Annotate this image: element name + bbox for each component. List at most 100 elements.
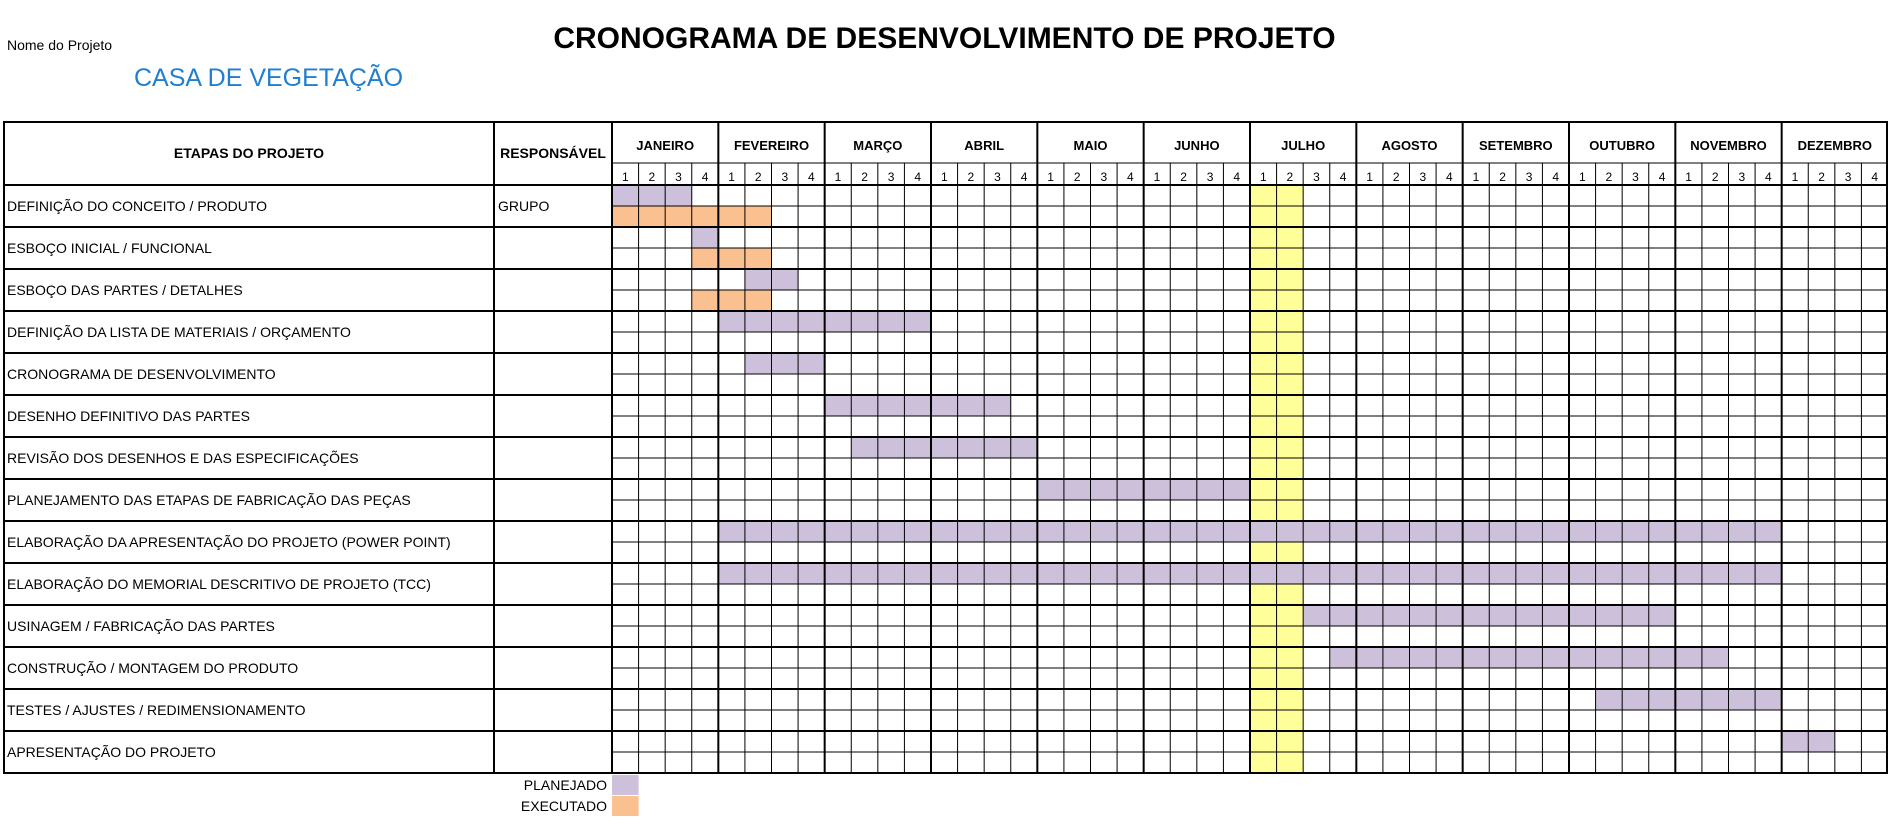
planned-cell [851,521,878,542]
task-name: REVISÃO DOS DESENHOS E DAS ESPECIFICAÇÕE… [7,450,359,466]
planned-cell [904,437,931,458]
week-label: 1 [622,170,629,184]
planned-cell [1648,563,1676,584]
planned-cell [1542,647,1569,668]
week-label: 2 [1499,170,1506,184]
month-label: AGOSTO [1381,138,1437,153]
planned-cell [1382,563,1410,584]
week-label: 1 [941,170,948,184]
month-label: ABRIL [964,138,1004,153]
executed-cell [691,248,719,269]
planned-cell [824,563,852,584]
week-label: 3 [1845,170,1852,184]
planned-cell [877,563,905,584]
planned-cell [1436,605,1463,626]
executed-cell [744,248,772,269]
planned-cell [1648,521,1676,542]
planned-cell [771,521,799,542]
planned-cell [638,185,666,206]
planned-cell [1090,521,1118,542]
legend-executed-label: EXECUTADO [521,798,607,814]
planned-cell [1010,563,1038,584]
planned-cell [1462,605,1490,626]
planned-cell [1223,479,1250,500]
planned-cell [1170,563,1197,584]
planned-cell [877,395,905,416]
etapas-header: ETAPAS DO PROJETO [174,145,324,161]
task-name: PLANEJAMENTO DAS ETAPAS DE FABRICAÇÃO DA… [7,492,411,508]
planned-cell [1489,647,1516,668]
month-label: SETEMBRO [1479,138,1553,153]
planned-cell [1143,479,1171,500]
week-label: 4 [702,170,709,184]
planned-cell [1462,521,1490,542]
planned-cell [1303,605,1330,626]
week-label: 4 [1340,170,1347,184]
planned-cell [744,563,772,584]
planned-cell [1648,605,1676,626]
planned-cell [1781,731,1809,752]
week-label: 1 [1792,170,1799,184]
month-label: DEZEMBRO [1798,138,1872,153]
planned-cell [931,395,958,416]
planned-cell [1595,563,1623,584]
task-name: ELABORAÇÃO DA APRESENTAÇÃO DO PROJETO (P… [7,534,451,550]
planned-cell [1117,479,1144,500]
planned-cell [1622,689,1649,710]
week-label: 4 [1021,170,1028,184]
week-label: 3 [1419,170,1426,184]
planned-cell [877,437,905,458]
planned-cell [744,311,772,332]
planned-cell [798,521,825,542]
planned-cell [1170,521,1197,542]
week-label: 4 [1127,170,1134,184]
planned-cell [1090,479,1118,500]
planned-cell [877,521,905,542]
planned-cell [718,311,745,332]
planned-cell [1037,563,1064,584]
month-label: MAIO [1074,138,1108,153]
week-label: 3 [1313,170,1320,184]
planned-cell [984,521,1011,542]
planned-cell [931,563,958,584]
legend-executed-swatch [612,796,639,816]
planned-cell [1250,563,1277,584]
planned-cell [1542,521,1569,542]
planned-cell [1196,479,1224,500]
planned-cell [1170,479,1197,500]
planned-cell [1755,563,1782,584]
planned-cell [904,521,931,542]
planned-cell [1515,563,1543,584]
week-label: 3 [675,170,682,184]
week-label: 3 [781,170,788,184]
week-label: 3 [994,170,1001,184]
planned-cell [744,269,772,290]
planned-cell [1462,647,1490,668]
planned-cell [1701,563,1729,584]
table-border [3,121,1888,774]
executed-cell [638,206,666,227]
planned-cell [1063,521,1091,542]
planned-cell [1436,647,1463,668]
planned-cell [1622,563,1649,584]
planned-cell [1250,521,1277,542]
planned-cell [957,437,985,458]
planned-cell [1356,647,1383,668]
planned-cell [1382,647,1410,668]
planned-cell [1303,563,1330,584]
planned-cell [1329,647,1357,668]
planned-cell [1648,647,1676,668]
planned-cell [744,521,772,542]
planned-cell [1037,521,1064,542]
planned-cell [1595,689,1623,710]
legend-planned-label: PLANEJADO [524,777,607,793]
planned-cell [1010,521,1038,542]
planned-cell [1515,605,1543,626]
planned-cell [851,311,878,332]
task-name: DESENHO DEFINITIVO DAS PARTES [7,408,250,424]
planned-cell [1622,647,1649,668]
week-label: 4 [1659,170,1666,184]
planned-cell [1675,563,1702,584]
month-label: MARÇO [853,138,902,153]
